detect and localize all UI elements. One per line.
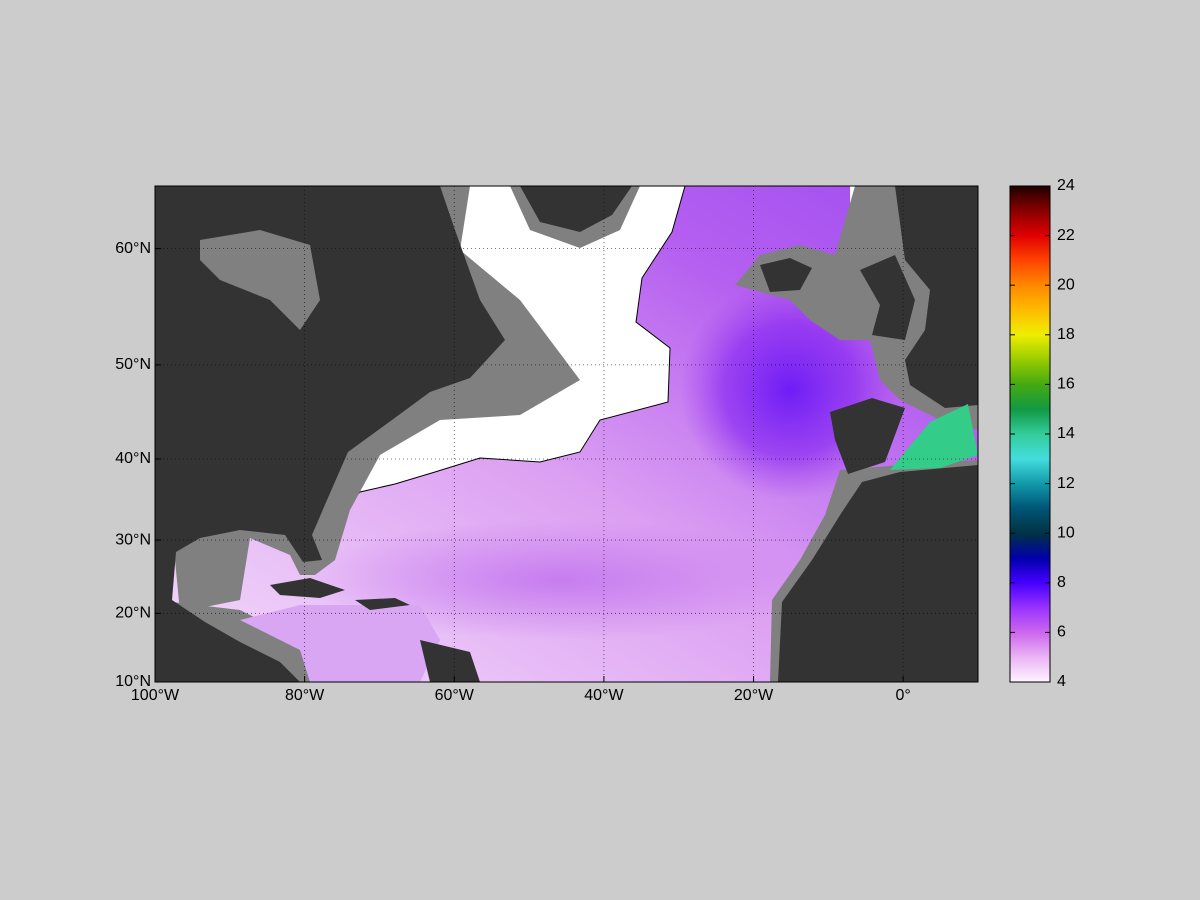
y-tick-label: 50°N (115, 356, 151, 373)
colorbar-label: 6 (1057, 624, 1066, 641)
y-tick-label: 40°N (115, 450, 151, 467)
x-tick-label: 20°W (734, 687, 774, 704)
colorbar-label: 8 (1057, 574, 1066, 591)
colorbar-label: 14 (1057, 425, 1075, 442)
colorbar-label: 12 (1057, 475, 1075, 492)
y-tick-label: 60°N (115, 240, 151, 257)
x-tick-label: 60°W (435, 687, 475, 704)
land-greenland (520, 186, 632, 232)
colorbar-label: 20 (1057, 276, 1075, 293)
x-tick-label: 0° (896, 687, 911, 704)
mediterranean (890, 404, 978, 470)
colorbar-label: 24 (1057, 177, 1075, 194)
land-africa (778, 465, 978, 682)
x-tick-label: 80°W (285, 687, 325, 704)
ocean-band (300, 520, 820, 640)
y-tick-label: 30°N (115, 531, 151, 548)
x-tick-label: 40°W (584, 687, 624, 704)
map-area (155, 186, 978, 682)
land-britain (860, 255, 915, 340)
y-tick-label: 20°N (115, 605, 151, 622)
land-iceland (760, 258, 812, 292)
land-iberia (830, 398, 905, 474)
colorbar-label: 4 (1057, 673, 1066, 690)
colorbar-label: 22 (1057, 227, 1075, 244)
colorbar (1009, 185, 1051, 683)
land-north-america (155, 186, 505, 682)
x-tick-label: 100°W (131, 687, 180, 704)
colorbar-label: 18 (1057, 326, 1075, 343)
y-tick-label: 10°N (115, 673, 151, 690)
colorbar-label: 10 (1057, 524, 1075, 541)
land-europe (895, 186, 978, 408)
caribbean (240, 605, 440, 682)
map-frame (154, 185, 979, 683)
land-south-america (420, 640, 480, 682)
hudson-bay (200, 230, 320, 330)
colorbar-label: 16 (1057, 376, 1075, 393)
